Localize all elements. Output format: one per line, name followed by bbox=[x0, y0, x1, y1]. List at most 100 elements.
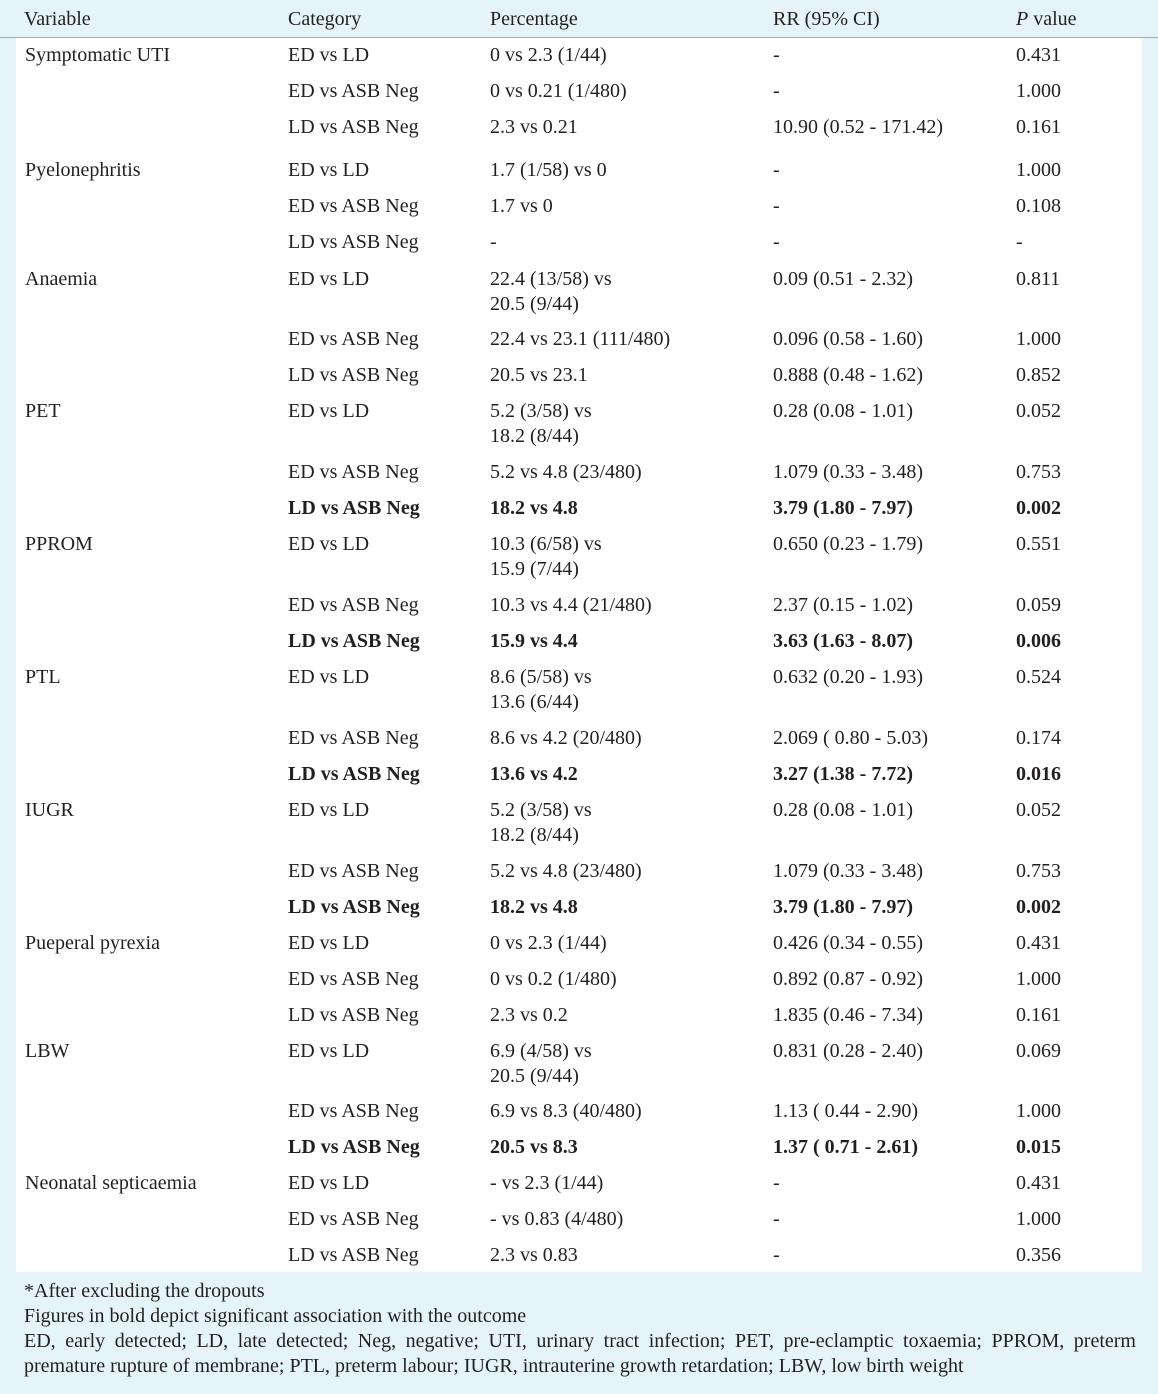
cell-rr: - bbox=[773, 80, 780, 102]
cell-percentage: 22.4 (13/58) vs 20.5 (9/44) bbox=[490, 267, 612, 317]
cell-rr: 0.28 (0.08 - 1.01) bbox=[773, 400, 913, 422]
cell-p-value: 1.000 bbox=[1016, 159, 1061, 181]
cell-p-value: 0.753 bbox=[1016, 461, 1061, 483]
cell-percentage: 5.2 vs 4.8 (23/480) bbox=[490, 859, 642, 884]
cell-p-value: 0.174 bbox=[1016, 727, 1061, 749]
cell-category: ED vs ASB Neg bbox=[288, 968, 419, 990]
footnote-line: premature rupture of membrane; PTL, pret… bbox=[24, 1355, 964, 1377]
cell-percentage-line: 1.7 (1/58) vs 0 bbox=[490, 159, 607, 181]
table-header: Variable Category Percentage RR (95% CI)… bbox=[0, 0, 1158, 38]
cell-p-value: 0.052 bbox=[1016, 400, 1061, 422]
cell-percentage-line: 2.3 vs 0.83 bbox=[490, 1244, 578, 1266]
cell-category: ED vs LD bbox=[288, 533, 370, 555]
cell-category: ED vs LD bbox=[288, 799, 370, 821]
cell-percentage-line: 22.4 (13/58) vs bbox=[490, 268, 612, 290]
header-variable: Variable bbox=[24, 8, 91, 30]
cell-category: ED vs ASB Neg bbox=[288, 594, 419, 616]
cell-percentage: - vs 0.83 (4/480) bbox=[490, 1207, 623, 1232]
cell-percentage: 0 vs 2.3 (1/44) bbox=[490, 43, 607, 68]
cell-rr: 2.069 ( 0.80 - 5.03) bbox=[773, 727, 928, 749]
cell-percentage-line: 18.2 vs 4.8 bbox=[490, 896, 578, 918]
cell-percentage: 2.3 vs 0.83 bbox=[490, 1243, 578, 1268]
cell-percentage-line: - bbox=[490, 231, 497, 253]
cell-percentage-line: 6.9 (4/58) vs bbox=[490, 1040, 592, 1062]
cell-percentage: 20.5 vs 8.3 bbox=[490, 1135, 578, 1160]
cell-rr: - bbox=[773, 1172, 780, 1194]
footnote-line: Figures in bold depict significant assoc… bbox=[24, 1305, 527, 1327]
cell-p-value: 1.000 bbox=[1016, 968, 1061, 990]
cell-rr: 3.27 (1.38 - 7.72) bbox=[773, 763, 913, 785]
cell-p-value: 0.108 bbox=[1016, 195, 1061, 217]
cell-percentage: 8.6 (5/58) vs 13.6 (6/44) bbox=[490, 665, 592, 715]
cell-percentage-line: 13.6 (6/44) bbox=[490, 691, 579, 713]
cell-rr: 1.079 (0.33 - 3.48) bbox=[773, 860, 923, 882]
table-body: Symptomatic UTI ED vs LD 0 vs 2.3 (1/44) - 0… bbox=[16, 38, 1142, 1272]
cell-percentage-line: 8.6 (5/58) vs bbox=[490, 666, 592, 688]
header-p-value: P value bbox=[1016, 8, 1077, 30]
cell-p-value: 1.000 bbox=[1016, 328, 1061, 350]
cell-percentage-line: 2.3 vs 0.21 bbox=[490, 116, 578, 138]
header-category: Category bbox=[288, 8, 362, 30]
cell-rr: - bbox=[773, 231, 780, 253]
cell-category: ED vs LD bbox=[288, 1040, 370, 1062]
cell-p-value: 1.000 bbox=[1016, 1208, 1061, 1230]
cell-category: ED vs LD bbox=[288, 666, 370, 688]
cell-percentage-line: 5.2 (3/58) vs bbox=[490, 799, 592, 821]
cell-percentage-line: 18.2 (8/44) bbox=[490, 425, 579, 447]
cell-rr: 1.37 ( 0.71 - 2.61) bbox=[773, 1136, 918, 1158]
cell-category: ED vs ASB Neg bbox=[288, 727, 419, 749]
cell-rr: 0.28 (0.08 - 1.01) bbox=[773, 799, 913, 821]
cell-percentage: 5.2 vs 4.8 (23/480) bbox=[490, 460, 642, 485]
cell-percentage-line: 2.3 vs 0.2 bbox=[490, 1004, 568, 1026]
cell-percentage: 18.2 vs 4.8 bbox=[490, 895, 578, 920]
cell-percentage-line: 18.2 (8/44) bbox=[490, 824, 579, 846]
cell-percentage: 0 vs 2.3 (1/44) bbox=[490, 931, 607, 956]
cell-percentage: 10.3 (6/58) vs 15.9 (7/44) bbox=[490, 532, 602, 582]
cell-p-value: 1.000 bbox=[1016, 80, 1061, 102]
cell-variable: Pueperal pyrexia bbox=[25, 932, 160, 954]
cell-category: LD vs ASB Neg bbox=[288, 1004, 419, 1026]
cell-p-value: 0.002 bbox=[1016, 497, 1061, 519]
cell-percentage-line: 20.5 (9/44) bbox=[490, 1065, 579, 1087]
cell-category: ED vs LD bbox=[288, 44, 370, 66]
cell-percentage: 1.7 (1/58) vs 0 bbox=[490, 158, 607, 183]
cell-category: LD vs ASB Neg bbox=[288, 896, 420, 918]
cell-percentage-line: 20.5 (9/44) bbox=[490, 293, 579, 315]
cell-percentage: 15.9 vs 4.4 bbox=[490, 629, 578, 654]
cell-percentage-line: 0 vs 2.3 (1/44) bbox=[490, 932, 607, 954]
cell-percentage: - bbox=[490, 230, 497, 255]
cell-category: LD vs ASB Neg bbox=[288, 630, 420, 652]
cell-percentage: 5.2 (3/58) vs 18.2 (8/44) bbox=[490, 399, 592, 449]
cell-percentage: 13.6 vs 4.2 bbox=[490, 762, 578, 787]
cell-percentage: 10.3 vs 4.4 (21/480) bbox=[490, 593, 652, 618]
cell-percentage-line: 20.5 vs 8.3 bbox=[490, 1136, 578, 1158]
cell-variable: PPROM bbox=[25, 533, 93, 555]
cell-category: ED vs LD bbox=[288, 932, 370, 954]
cell-p-value: 0.016 bbox=[1016, 763, 1061, 785]
cell-p-value: 0.052 bbox=[1016, 799, 1061, 821]
cell-variable: PET bbox=[25, 400, 61, 422]
cell-rr: 0.632 (0.20 - 1.93) bbox=[773, 666, 923, 688]
cell-variable: Pyelonephritis bbox=[25, 159, 141, 181]
cell-percentage: 8.6 vs 4.2 (20/480) bbox=[490, 726, 642, 751]
cell-rr: 10.90 (0.52 - 171.42) bbox=[773, 116, 943, 138]
cell-rr: 3.63 (1.63 - 8.07) bbox=[773, 630, 913, 652]
cell-p-value: 0.753 bbox=[1016, 860, 1061, 882]
cell-p-value: 0.524 bbox=[1016, 666, 1061, 688]
cell-rr: 1.13 ( 0.44 - 2.90) bbox=[773, 1100, 918, 1122]
cell-percentage: 20.5 vs 23.1 bbox=[490, 363, 588, 388]
cell-p-value: 0.431 bbox=[1016, 932, 1061, 954]
cell-percentage-line: 0 vs 2.3 (1/44) bbox=[490, 44, 607, 66]
cell-percentage-line: 10.3 vs 4.4 (21/480) bbox=[490, 594, 652, 616]
cell-rr: - bbox=[773, 44, 780, 66]
cell-category: ED vs ASB Neg bbox=[288, 1208, 419, 1230]
cell-rr: - bbox=[773, 1208, 780, 1230]
header-rr: RR (95% CI) bbox=[773, 8, 880, 30]
cell-p-value: 0.551 bbox=[1016, 533, 1061, 555]
cell-p-value: 0.059 bbox=[1016, 594, 1061, 616]
cell-p-value: 0.069 bbox=[1016, 1040, 1061, 1062]
cell-category: ED vs ASB Neg bbox=[288, 80, 419, 102]
cell-category: LD vs ASB Neg bbox=[288, 1244, 419, 1266]
cell-category: ED vs LD bbox=[288, 1172, 370, 1194]
